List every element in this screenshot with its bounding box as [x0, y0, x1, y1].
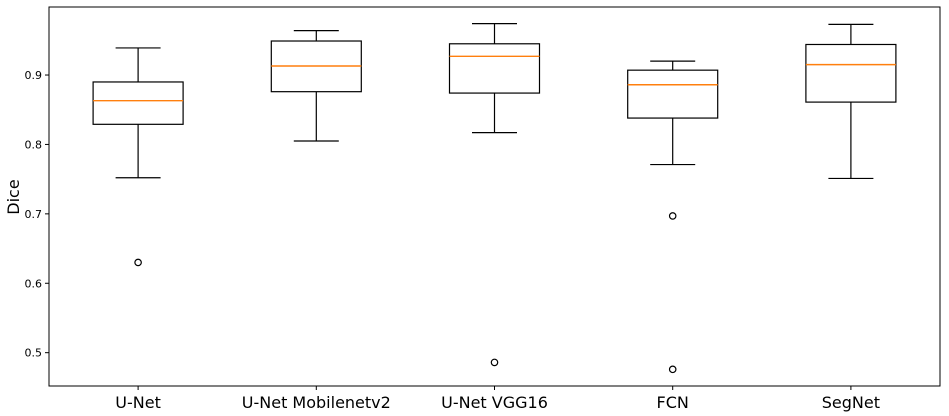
box-group — [270, 30, 362, 142]
iqr-box — [627, 69, 719, 119]
y-tick-label: 0.9 — [25, 69, 43, 82]
outlier-point — [490, 358, 499, 367]
iqr-box — [805, 43, 897, 103]
iqr-box — [92, 81, 184, 125]
box-group — [627, 60, 719, 374]
outlier-point — [668, 212, 677, 220]
x-tick-label: FCN — [657, 393, 689, 412]
iqr-box — [448, 43, 541, 94]
box-group — [805, 23, 897, 180]
y-axis: 0.5 0.6 0.7 0.8 0.9 — [25, 69, 49, 360]
x-tick-label: SegNet — [822, 393, 880, 412]
outlier-point — [134, 258, 142, 267]
box-group — [448, 23, 541, 367]
y-tick-label: 0.8 — [25, 138, 43, 151]
box-group — [92, 47, 184, 267]
x-tick-label: U-Net Mobilenetv2 — [242, 393, 391, 412]
y-tick-label: 0.6 — [25, 277, 43, 290]
outlier-point — [668, 365, 677, 374]
plot-area — [48, 6, 941, 387]
y-tick-label: 0.5 — [25, 347, 43, 360]
x-tick-label: U-Net VGG16 — [441, 393, 548, 412]
y-tick-label: 0.7 — [25, 208, 43, 221]
x-tick-label: U-Net — [115, 393, 161, 412]
x-axis: U-Net U-Net Mobilenetv2 U-Net VGG16 FCN SegN… — [115, 386, 880, 412]
y-axis-label: Dice — [4, 179, 23, 214]
box-series — [92, 23, 897, 374]
